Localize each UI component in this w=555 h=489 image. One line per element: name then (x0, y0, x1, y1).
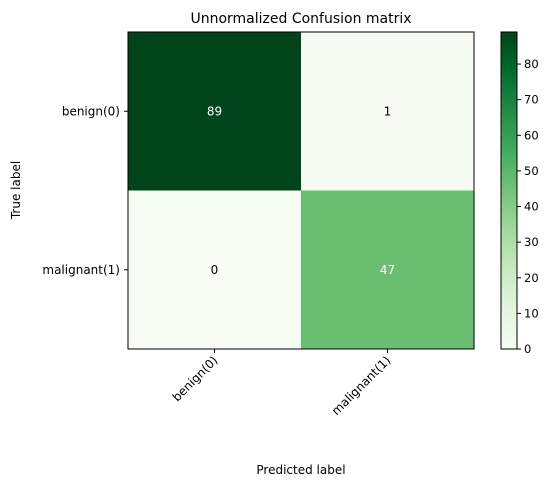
chart-title: Unnormalized Confusion matrix (190, 11, 411, 27)
colorbar-tick-label: 80 (524, 57, 539, 71)
colorbar (501, 32, 517, 349)
colorbar-ticks: 0 10 20 30 40 50 60 70 80 (517, 57, 539, 356)
y-axis-label: True label (9, 161, 23, 220)
colorbar-tick-label: 60 (524, 128, 539, 142)
y-tick-label: malignant(1) (42, 263, 120, 277)
colorbar-tick-label: 50 (524, 164, 539, 178)
colorbar-tick-label: 10 (524, 306, 539, 320)
heatmap-cell-label: 0 (211, 263, 219, 277)
x-axis-label: Predicted label (256, 463, 345, 477)
x-tick-label: benign(0) (170, 353, 221, 404)
heatmap-cells (128, 32, 474, 349)
heatmap-cell-label: 1 (384, 104, 392, 118)
y-axis-ticks: benign(0) malignant(1) (42, 104, 128, 277)
colorbar-tick-label: 20 (524, 271, 539, 285)
y-tick-label: benign(0) (62, 104, 120, 118)
x-axis-ticks: benign(0) malignant(1) (170, 349, 394, 418)
x-tick-label: malignant(1) (329, 353, 394, 418)
colorbar-tick-label: 0 (524, 342, 531, 356)
colorbar-tick-label: 40 (524, 200, 539, 214)
colorbar-tick-label: 30 (524, 235, 539, 249)
heatmap-cell-label: 89 (207, 104, 222, 118)
heatmap-cell-label: 47 (380, 263, 395, 277)
colorbar-tick-label: 70 (524, 93, 539, 107)
